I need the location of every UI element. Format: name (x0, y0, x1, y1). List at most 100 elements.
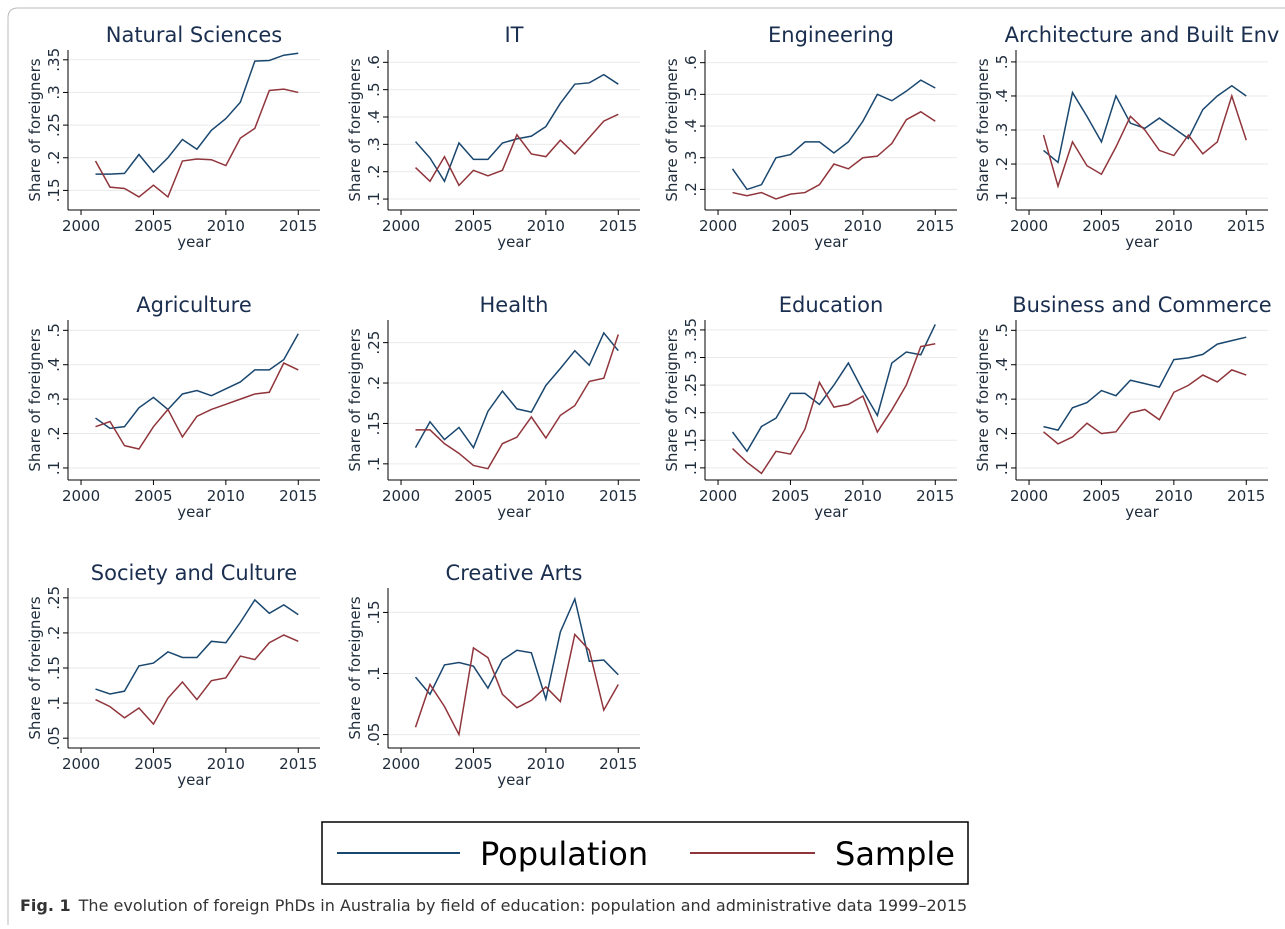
legend-label: Sample (835, 835, 955, 873)
y-tick-label: .6 (682, 56, 700, 70)
y-tick-label: .3 (993, 123, 1011, 137)
y-axis-label: Share of foreigners (26, 328, 44, 471)
x-tick-label: 2000 (62, 755, 100, 773)
x-tick-label: 2000 (699, 217, 737, 235)
x-tick-label: 2010 (527, 217, 565, 235)
data-line (414, 331, 619, 450)
y-tick-label: .1 (45, 696, 63, 710)
chart-title: Agriculture (136, 293, 252, 317)
x-tick-label: 2005 (1082, 217, 1120, 235)
x-tick-label: 2010 (1155, 487, 1193, 505)
x-tick-label: 2005 (454, 217, 492, 235)
y-tick-label: .5 (365, 83, 383, 97)
y-tick-label: .2 (45, 426, 63, 440)
x-tick-label: 2010 (844, 217, 882, 235)
y-tick-label: .1 (365, 192, 383, 206)
caption: Fig. 1 The evolution of foreign PhDs in A… (20, 896, 967, 915)
x-tick-label: 2005 (1082, 487, 1120, 505)
x-tick-label: 2000 (699, 487, 737, 505)
x-tick-label: 2010 (527, 487, 565, 505)
chart-title: Education (779, 293, 884, 317)
y-tick-label: .3 (45, 85, 63, 99)
y-tick-label: .15 (365, 600, 383, 624)
data-line (731, 79, 936, 191)
y-tick-label: .5 (993, 55, 1011, 69)
x-tick-label: 2005 (134, 487, 172, 505)
y-tick-label: .1 (993, 461, 1011, 475)
y-tick-label: .25 (682, 373, 700, 397)
data-line (94, 88, 299, 199)
y-tick-label: .1 (682, 461, 700, 475)
y-tick-label: .1 (993, 191, 1011, 205)
data-line (731, 324, 936, 453)
x-axis-label: year (177, 503, 211, 521)
x-tick-label: 2010 (844, 487, 882, 505)
y-axis-label: Share of foreigners (663, 58, 681, 201)
y-tick-label: .3 (365, 137, 383, 151)
x-tick-label: 2000 (382, 217, 420, 235)
caption-text: The evolution of foreign PhDs in Austral… (78, 896, 968, 915)
legend-box (321, 821, 969, 885)
y-tick-label: .5 (682, 87, 700, 101)
data-line (731, 342, 936, 475)
x-tick-label: 2015 (279, 487, 317, 505)
y-tick-label: .05 (45, 726, 63, 750)
x-tick-label: 2015 (599, 217, 637, 235)
y-tick-label: .3 (682, 350, 700, 364)
x-tick-label: 2005 (454, 487, 492, 505)
y-tick-label: .4 (993, 358, 1011, 372)
y-tick-label: .15 (45, 178, 63, 202)
x-tick-label: 2005 (134, 755, 172, 773)
chart-title: Health (480, 293, 549, 317)
data-line (1043, 336, 1247, 431)
x-axis-label: year (497, 503, 531, 521)
y-tick-label: .1 (365, 666, 383, 680)
x-tick-label: 2015 (599, 487, 637, 505)
y-axis-label: Share of foreigners (663, 328, 681, 471)
y-tick-label: .15 (45, 656, 63, 680)
x-axis-label: year (497, 233, 531, 251)
y-tick-label: .05 (365, 723, 383, 747)
x-tick-label: 2010 (1155, 217, 1193, 235)
data-line (1043, 369, 1247, 445)
x-tick-label: 2005 (454, 755, 492, 773)
y-tick-label: .25 (45, 113, 63, 137)
data-line (1043, 84, 1247, 164)
x-tick-label: 2000 (1010, 487, 1048, 505)
y-tick-label: .2 (993, 426, 1011, 440)
x-tick-label: 2000 (62, 217, 100, 235)
x-axis-label: year (1125, 233, 1159, 251)
chart-title: Engineering (768, 23, 894, 47)
y-tick-label: .35 (45, 48, 63, 72)
x-axis-label: year (814, 233, 848, 251)
y-tick-label: .3 (682, 151, 700, 165)
x-tick-label: 2015 (279, 217, 317, 235)
y-tick-label: .2 (682, 182, 700, 196)
data-line (95, 333, 299, 430)
y-axis-label: Share of foreigners (346, 328, 364, 471)
x-tick-label: 2015 (1227, 217, 1265, 235)
x-tick-label: 2000 (62, 487, 100, 505)
data-line (95, 362, 299, 450)
x-tick-label: 2015 (1227, 487, 1265, 505)
x-axis-label: year (1125, 503, 1159, 521)
y-axis-label: Share of foreigners (346, 596, 364, 739)
data-line (1042, 93, 1247, 189)
y-tick-label: .2 (682, 406, 700, 420)
data-line (95, 634, 299, 726)
x-tick-label: 2015 (916, 487, 954, 505)
x-axis-label: year (177, 233, 211, 251)
y-tick-label: .25 (45, 586, 63, 610)
y-tick-label: .25 (365, 331, 383, 355)
data-line (414, 73, 619, 183)
x-tick-label: 2005 (134, 217, 172, 235)
y-tick-label: .2 (993, 157, 1011, 171)
caption-label: Fig. 1 (20, 896, 71, 915)
y-tick-label: .5 (993, 323, 1011, 337)
y-tick-label: .2 (45, 151, 63, 165)
chart-title: Society and Culture (91, 561, 297, 585)
chart-title: IT (504, 23, 523, 47)
y-tick-label: .4 (993, 89, 1011, 103)
data-line (732, 110, 936, 200)
